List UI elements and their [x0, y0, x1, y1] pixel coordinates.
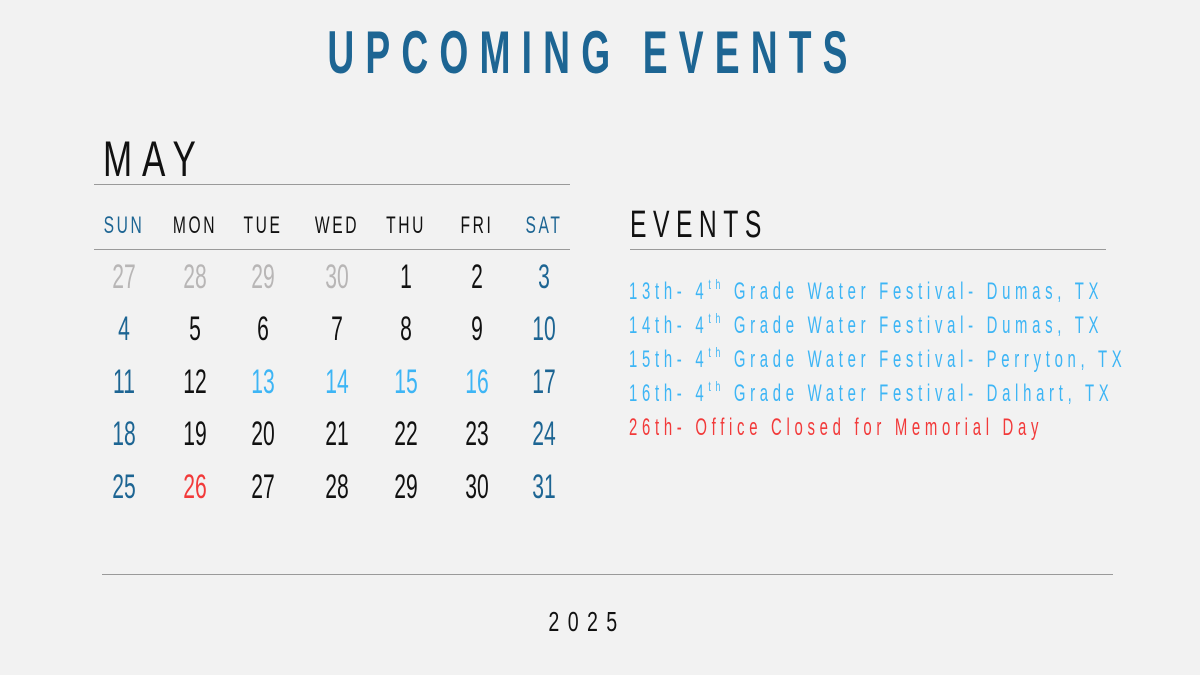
weekday-divider — [94, 249, 570, 250]
calendar-day[interactable]: 5 — [189, 310, 201, 348]
event-ordinal: th — [708, 276, 725, 292]
calendar-day[interactable]: 20 — [251, 415, 275, 453]
event-text: Grade Water Festival- Dalhart, TX — [724, 380, 1114, 407]
event-date: 13th- — [629, 278, 696, 305]
events-heading: EVENTS — [630, 204, 768, 246]
weekday-sun: SUN — [103, 212, 145, 239]
calendar-day[interactable]: 17 — [532, 363, 556, 401]
calendar-day[interactable]: 8 — [400, 310, 412, 348]
page-title: UPCOMING EVENTS — [327, 19, 859, 86]
calendar-day[interactable]: 27 — [251, 468, 275, 506]
calendar-day[interactable]: 29 — [251, 258, 275, 296]
calendar-day[interactable]: 3 — [538, 258, 550, 296]
event-ordinal: th — [708, 344, 725, 360]
event-ordinal: th — [708, 310, 725, 326]
weekday-fri: FRI — [460, 212, 494, 239]
calendar-day[interactable]: 12 — [183, 363, 207, 401]
calendar-day[interactable]: 26 — [183, 468, 207, 506]
calendar-day[interactable]: 31 — [532, 468, 556, 506]
event-date: 26th- — [629, 414, 696, 441]
calendar-day[interactable]: 6 — [257, 310, 269, 348]
calendar-day[interactable]: 2 — [471, 258, 483, 296]
calendar-day[interactable]: 18 — [112, 415, 136, 453]
event-grade: 4 — [695, 278, 709, 305]
event-ordinal: th — [708, 378, 725, 394]
calendar-day[interactable]: 27 — [112, 258, 136, 296]
calendar-day[interactable]: 29 — [394, 468, 418, 506]
month-label: MAY — [103, 131, 206, 187]
calendar-day[interactable]: 11 — [113, 363, 135, 401]
calendar-day[interactable]: 10 — [532, 310, 556, 348]
calendar-day[interactable]: 19 — [183, 415, 207, 453]
event-date: 14th- — [629, 312, 696, 339]
event-grade: 4 — [695, 312, 709, 339]
month-divider — [94, 184, 570, 185]
weekday-tue: TUE — [243, 212, 283, 239]
calendar-day[interactable]: 4 — [118, 310, 130, 348]
calendar-day[interactable]: 15 — [394, 363, 418, 401]
event-item: 15th- 4th Grade Water Festival- Perryton… — [629, 344, 1175, 373]
weekday-sat: SAT — [525, 212, 563, 239]
calendar-day[interactable]: 13 — [251, 363, 275, 401]
calendar-day[interactable]: 25 — [112, 468, 136, 506]
calendar-day[interactable]: 30 — [325, 258, 349, 296]
calendar-day[interactable]: 21 — [325, 415, 349, 453]
events-list: 13th- 4th Grade Water Festival- Dumas, T… — [629, 276, 1200, 448]
event-date: 15th- — [629, 346, 696, 373]
event-item: 26th- Office Closed for Memorial Day — [629, 414, 1200, 441]
calendar-day[interactable]: 14 — [325, 363, 349, 401]
event-text: Office Closed for Memorial Day — [695, 414, 1044, 441]
event-item: 13th- 4th Grade Water Festival- Dumas, T… — [629, 276, 1200, 305]
calendar-day[interactable]: 28 — [325, 468, 349, 506]
event-grade: 4 — [695, 346, 709, 373]
weekday-thu: THU — [386, 212, 426, 239]
event-text: Grade Water Festival- Perryton, TX — [724, 346, 1127, 373]
calendar-day[interactable]: 30 — [465, 468, 489, 506]
weekday-wed: WED — [314, 212, 360, 239]
calendar-day[interactable]: 1 — [400, 258, 412, 296]
event-grade: 4 — [695, 380, 709, 407]
weekday-mon: MON — [172, 212, 218, 239]
calendar-day[interactable]: 23 — [465, 415, 489, 453]
event-item: 14th- 4th Grade Water Festival- Dumas, T… — [629, 310, 1200, 339]
calendar-day[interactable]: 28 — [183, 258, 207, 296]
calendar-day[interactable]: 16 — [465, 363, 489, 401]
calendar-day[interactable]: 9 — [471, 310, 483, 348]
event-item: 16th- 4th Grade Water Festival- Dalhart,… — [629, 378, 1200, 407]
event-text: Grade Water Festival- Dumas, TX — [724, 278, 1104, 305]
calendar-day[interactable]: 7 — [331, 310, 343, 348]
footer-divider — [102, 574, 1113, 575]
calendar-day[interactable]: 24 — [532, 415, 556, 453]
events-divider — [630, 249, 1106, 250]
event-date: 16th- — [629, 380, 696, 407]
calendar-day[interactable]: 22 — [394, 415, 418, 453]
event-text: Grade Water Festival- Dumas, TX — [724, 312, 1104, 339]
year-label: 2025 — [548, 606, 626, 637]
